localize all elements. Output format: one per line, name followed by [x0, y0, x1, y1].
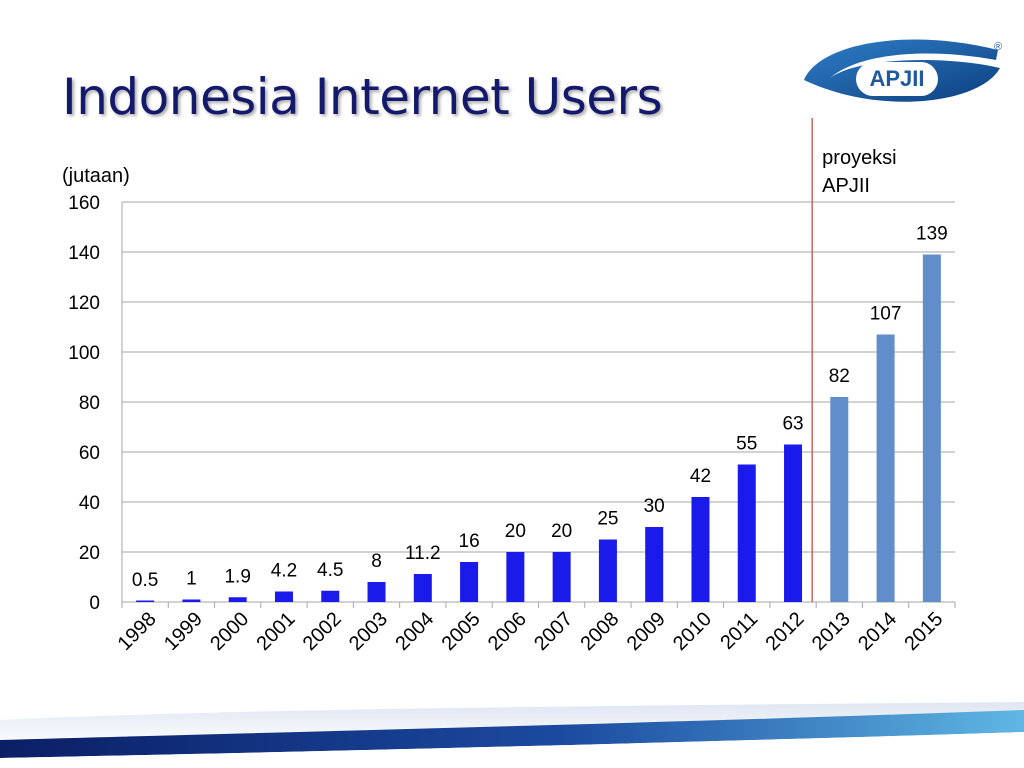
x-tick-label: 2004 — [391, 608, 438, 655]
bar-2002 — [321, 590, 340, 602]
value-label: 25 — [597, 509, 618, 530]
value-label: 8 — [371, 551, 382, 572]
y-tick-label: 0 — [89, 593, 100, 614]
x-tick-labels: 1998 1999 2000 2001 2002 2003 2004 2005 2006 2007… — [114, 608, 948, 655]
bar-2005 — [460, 562, 479, 602]
value-label: 82 — [829, 366, 850, 387]
bars — [136, 254, 941, 602]
value-label: 1.9 — [224, 566, 250, 587]
logo-pill-icon — [856, 62, 938, 96]
footer-wave — [0, 702, 1024, 768]
x-tick-label: 2003 — [345, 608, 392, 655]
x-tick-label: 2009 — [623, 608, 670, 655]
x-tick-label: 2002 — [299, 608, 346, 655]
y-tick-label: 40 — [79, 493, 100, 514]
projection-annotation: APJII — [822, 175, 870, 197]
value-label: 139 — [916, 224, 948, 245]
bar-2003 — [367, 582, 386, 602]
value-label: 4.2 — [271, 561, 297, 582]
x-tick-label: 2011 — [716, 608, 762, 654]
bar-projected-2014 — [876, 334, 895, 602]
bar-1998 — [136, 600, 155, 602]
x-tick-label: 2015 — [900, 608, 947, 655]
y-tick-label: 140 — [68, 243, 100, 264]
value-labels: 0.5 1 1.9 4.2 4.5 8 11.2 16 20 20 25 30 42 55 63 82 107 1… — [132, 224, 948, 591]
value-label: 20 — [505, 521, 526, 542]
bar-projected-2013 — [830, 397, 849, 602]
value-label: 63 — [782, 414, 803, 435]
x-tick-label: 2014 — [854, 608, 901, 655]
logo-text: APJII — [869, 66, 924, 91]
bar-2004 — [413, 574, 432, 602]
x-tick-label: 2001 — [252, 608, 299, 655]
x-tick-label: 2007 — [530, 608, 577, 655]
y-tick-label: 60 — [79, 443, 100, 464]
value-label: 4.5 — [317, 560, 343, 581]
value-label: 1 — [186, 569, 197, 590]
bar-2012 — [784, 444, 803, 602]
x-tick-label: 1998 — [114, 608, 161, 655]
value-label: 16 — [459, 531, 480, 552]
bar-1999 — [182, 599, 201, 602]
y-tick-labels: 0 20 40 60 80 100 120 140 160 — [68, 193, 100, 614]
x-tick-label: 2013 — [808, 608, 855, 655]
y-tick-label: 160 — [68, 193, 100, 214]
x-tick-label: 1999 — [160, 608, 207, 655]
slide-title: Indonesia Internet Users — [62, 68, 663, 126]
x-tick-label: 2006 — [484, 608, 531, 655]
y-unit-label: (jutaan) — [62, 165, 130, 187]
value-label: 20 — [551, 521, 572, 542]
apjii-logo: APJII ® — [804, 39, 1002, 102]
y-tick-label: 100 — [68, 343, 100, 364]
x-tick-label: 2000 — [206, 608, 253, 655]
value-label: 11.2 — [405, 543, 441, 564]
value-label: 42 — [690, 466, 711, 487]
projection-annotation: proyeksi — [822, 147, 896, 169]
bar-2010 — [691, 497, 710, 602]
value-label: 107 — [870, 304, 902, 325]
value-label: 55 — [736, 434, 757, 455]
value-label: 30 — [644, 496, 665, 517]
logo-registered-mark: ® — [994, 41, 1002, 53]
x-tick-label: 2008 — [576, 608, 623, 655]
bar-projected-2015 — [922, 254, 941, 602]
x-tick-label: 2012 — [762, 608, 809, 655]
y-tick-label: 20 — [79, 543, 100, 564]
bar-2006 — [506, 552, 525, 602]
y-tick-label: 80 — [79, 393, 100, 414]
x-tick-label: 2005 — [438, 608, 485, 655]
bar-2011 — [737, 464, 756, 602]
bar-2001 — [274, 591, 293, 602]
projection-marker: proyeksi APJII — [811, 118, 897, 602]
bar-2008 — [598, 539, 617, 602]
y-tick-label: 120 — [68, 293, 100, 314]
bar-2007 — [552, 552, 571, 602]
x-tick-label: 2010 — [669, 608, 716, 655]
grid-lines — [121, 201, 956, 608]
bar-2009 — [645, 527, 664, 602]
value-label: 0.5 — [132, 570, 158, 591]
bar-2000 — [228, 597, 247, 602]
